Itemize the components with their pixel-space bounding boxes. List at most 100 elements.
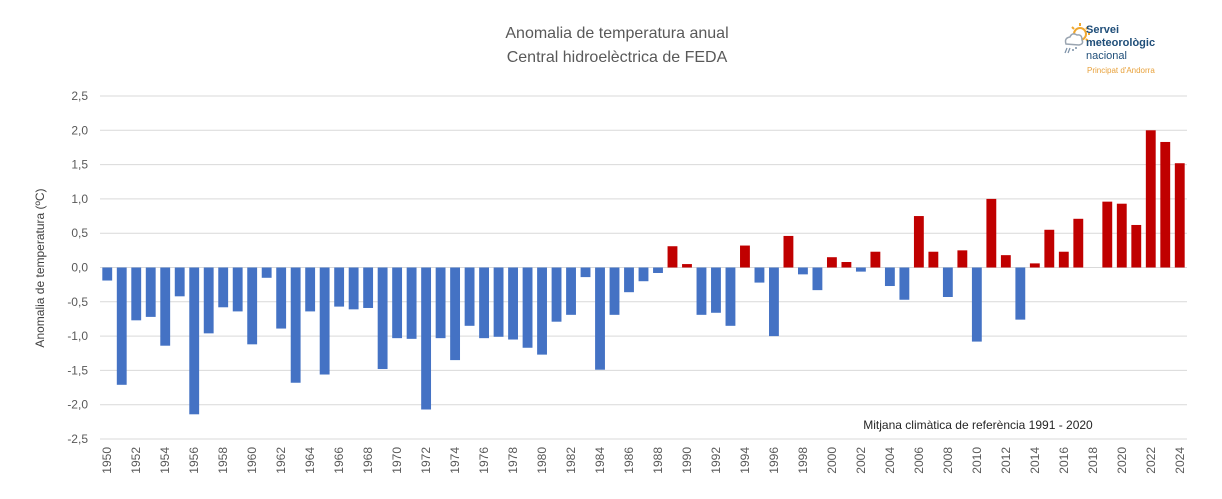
bar-1980	[537, 267, 547, 355]
bar-1981	[551, 267, 562, 322]
bar-1961	[261, 267, 272, 278]
bar-1962	[276, 267, 287, 329]
bar-1951	[116, 267, 127, 385]
x-tick-label: 2002	[854, 447, 868, 474]
bar-1953	[145, 267, 156, 317]
bar-1987	[638, 267, 649, 282]
x-tick-label: 1954	[158, 447, 172, 474]
x-tick-label: 2020	[1115, 447, 1129, 474]
bar-2001	[841, 262, 852, 268]
bar-1972	[421, 267, 432, 410]
x-tick-label: 2004	[883, 447, 897, 474]
y-tick-label: 2,5	[71, 89, 88, 103]
bar-1958	[218, 267, 229, 308]
bar-1986	[624, 267, 634, 293]
chart-title: Anomalia de temperatura anual	[505, 25, 729, 42]
bar-2004	[884, 267, 895, 287]
x-tick-label: 1970	[390, 447, 404, 474]
bar-1959	[232, 267, 243, 312]
bar-1995	[754, 267, 765, 283]
x-tick-label: 1974	[448, 447, 462, 474]
bar-2000	[826, 257, 837, 268]
bar-2022	[1145, 130, 1156, 268]
x-tick-label: 1968	[361, 447, 375, 474]
bar-2009	[957, 250, 968, 268]
bar-1979	[522, 267, 533, 348]
bar-1984	[595, 267, 605, 370]
x-tick-label: 2012	[999, 447, 1013, 474]
bar-1976	[479, 267, 490, 339]
x-tick-label: 1990	[680, 447, 694, 474]
bar-1983	[580, 267, 591, 278]
x-tick-label: 1992	[709, 447, 723, 474]
bar-2003	[870, 251, 881, 268]
bar-2005	[899, 267, 910, 300]
bar-2017	[1073, 218, 1084, 268]
y-tick-label: 2,0	[71, 123, 88, 137]
x-tick-label: 2008	[941, 447, 955, 474]
bars	[102, 130, 1185, 415]
bar-2024	[1174, 163, 1185, 268]
bar-1965	[319, 267, 330, 375]
bar-2002	[855, 267, 866, 272]
bar-1997	[783, 235, 794, 268]
logo-line2: meteorològic	[1086, 37, 1156, 49]
bar-1950	[102, 267, 113, 281]
bar-1985	[609, 267, 620, 315]
x-tick-label: 1972	[419, 447, 433, 474]
y-tick-label: -1,5	[67, 363, 88, 377]
logo-subtitle: Principat d'Andorra	[1087, 66, 1155, 75]
bar-1963	[290, 267, 301, 383]
x-tick-label: 2016	[1057, 447, 1071, 474]
logo-line1: Servei	[1086, 24, 1120, 36]
bar-1964	[305, 267, 316, 312]
x-tick-label: 2022	[1144, 447, 1158, 474]
bar-2012	[1000, 255, 1011, 268]
x-tick-label: 1958	[216, 447, 230, 474]
bar-2006	[913, 216, 924, 268]
bar-1973	[435, 267, 446, 339]
x-tick-label: 1956	[187, 447, 201, 474]
bar-1960	[247, 267, 258, 345]
x-tick-label: 1976	[477, 447, 491, 474]
x-tick-label: 1988	[651, 447, 665, 474]
bar-2023	[1160, 141, 1171, 268]
bar-1993	[725, 267, 736, 326]
bar-1999	[812, 267, 823, 291]
x-tick-label: 1964	[303, 447, 317, 474]
y-axis-label: Anomalia de temperatura (ºC)	[33, 188, 47, 347]
bar-1990	[682, 264, 692, 268]
bar-1971	[406, 267, 417, 339]
bar-2021	[1131, 224, 1142, 268]
bar-1989	[667, 246, 678, 268]
bar-2011	[986, 198, 997, 268]
y-tick-label: 1,0	[71, 192, 88, 206]
x-tick-label: 1960	[245, 447, 259, 474]
bar-1978	[508, 267, 518, 340]
chart-subtitle: Central hidroelèctrica de FEDA	[506, 49, 728, 66]
y-tick-label: 0,0	[71, 261, 88, 275]
bar-1968	[363, 267, 374, 308]
x-tick-label: 2018	[1086, 447, 1100, 474]
y-tick-label: -0,5	[67, 295, 88, 309]
bar-1970	[392, 267, 403, 339]
x-tick-label: 2010	[970, 447, 984, 474]
logo-line3: nacional	[1086, 50, 1127, 62]
bar-2010	[971, 267, 982, 342]
x-tick-label: 2014	[1028, 447, 1042, 474]
bar-1988	[653, 267, 663, 273]
bar-1966	[334, 267, 345, 307]
bar-1975	[464, 267, 475, 326]
gridlines	[100, 95, 1187, 440]
y-axis-ticks: 2,5 2,0 1,5 1,0 0,5 0,0 -0,5 -1,0 -1,5 -2,0 -2,5	[67, 89, 88, 446]
x-axis-ticks: 1950 1952 1954 1956 1958 1960 1962 1964 1966 1968…	[100, 447, 1187, 474]
y-tick-label: -1,0	[67, 329, 88, 343]
x-tick-label: 1996	[767, 447, 781, 474]
bar-1992	[711, 267, 721, 313]
y-tick-label: -2,5	[67, 432, 88, 446]
x-tick-label: 1986	[622, 447, 636, 474]
x-tick-label: 2006	[912, 447, 926, 474]
y-tick-label: -2,0	[67, 398, 88, 412]
bar-1982	[566, 267, 576, 315]
